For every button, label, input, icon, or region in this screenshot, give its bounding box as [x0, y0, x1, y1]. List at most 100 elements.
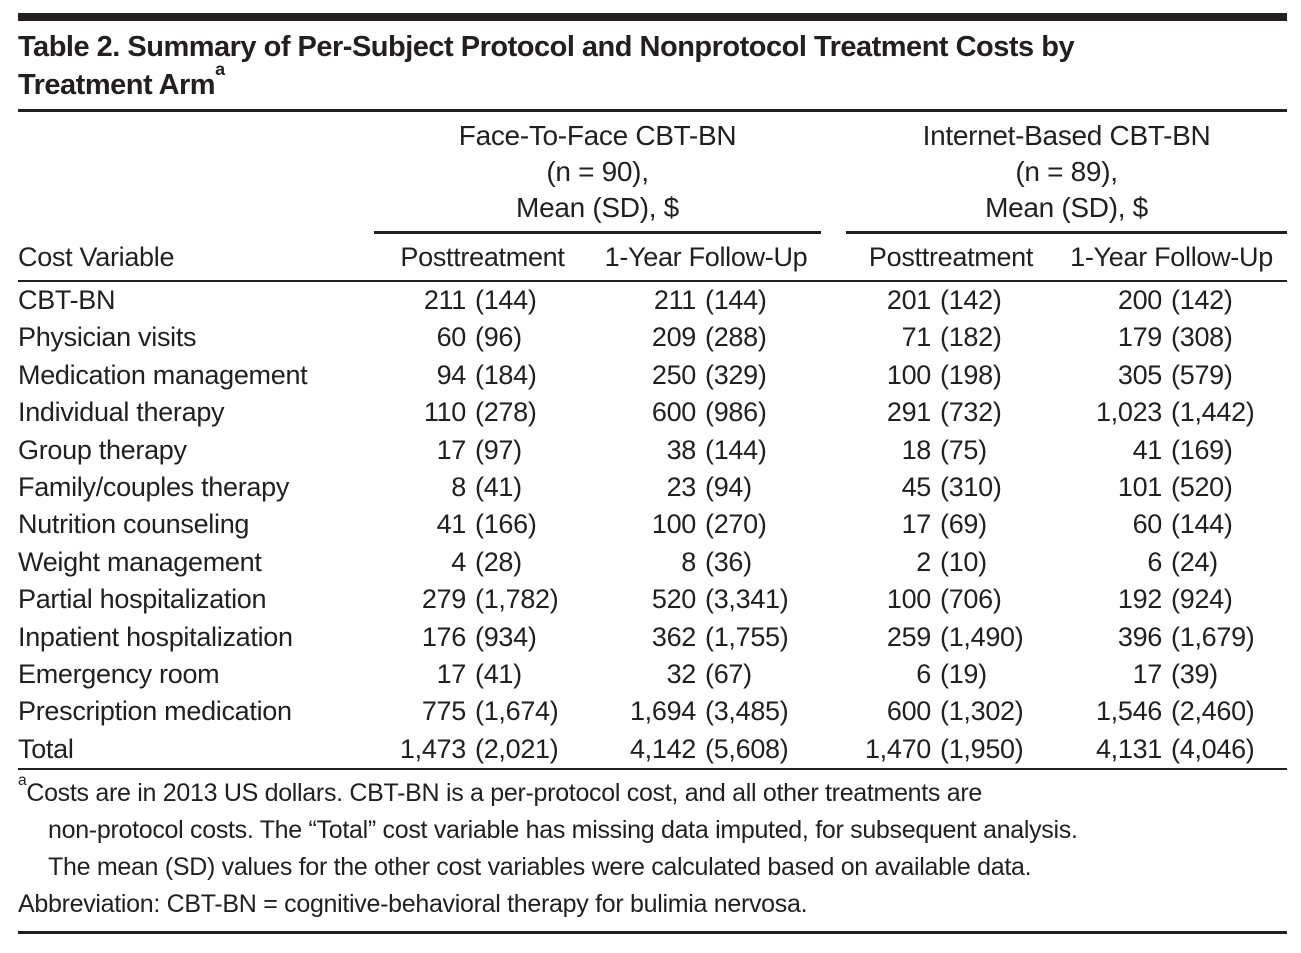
- cost-value-cell: 396 (1,679): [1056, 619, 1287, 656]
- sd-value: (579): [1171, 359, 1233, 390]
- sd-value: (144): [705, 434, 767, 465]
- sd-value: (732): [940, 397, 1002, 428]
- sd-value: (1,950): [940, 733, 1024, 764]
- cost-value-wrap: 41 (169): [1056, 432, 1287, 469]
- sd-value: (1,674): [475, 696, 559, 727]
- cost-value-wrap: 8 (36): [591, 544, 821, 581]
- cost-value-cell: 100 (270): [591, 506, 821, 543]
- sd-value: (520): [1171, 472, 1233, 503]
- mean-value: 259: [886, 621, 932, 652]
- mean-value: 94: [436, 359, 467, 390]
- sd-value: (1,302): [940, 696, 1024, 727]
- cost-value-wrap: 6 (24): [1056, 544, 1287, 581]
- cost-value-cell: 100 (198): [821, 357, 1056, 394]
- cost-value-wrap: 600 (986): [591, 394, 821, 431]
- cost-value-cell: 305 (579): [1056, 357, 1287, 394]
- table-row: Individual therapy 110 (278) 600 (986) 291 (73…: [18, 394, 1287, 431]
- cost-value-wrap: 250 (329): [591, 357, 821, 394]
- cost-value-wrap: 17 (69): [821, 506, 1056, 543]
- cost-value-wrap: 362 (1,755): [591, 619, 821, 656]
- sd-value: (184): [475, 359, 537, 390]
- group-internet-based-name: Internet-Based CBT-BN: [922, 120, 1211, 151]
- cost-value-cell: 1,023 (1,442): [1056, 394, 1287, 431]
- cost-value-cell: 4,131 (4,046): [1056, 730, 1288, 771]
- mean-value: 179: [1117, 322, 1163, 353]
- cost-value-wrap: 1,023 (1,442): [1056, 394, 1287, 431]
- sd-value: (1,782): [475, 584, 559, 615]
- cost-value-cell: 1,473 (2,021): [374, 730, 591, 771]
- group-face-to-face-name: Face-To-Face CBT-BN: [458, 120, 737, 151]
- cost-value-wrap: 192 (924): [1056, 581, 1287, 618]
- cost-value-cell: 4 (28): [374, 544, 591, 581]
- cost-value-wrap: 4,131 (4,046): [1056, 731, 1287, 768]
- sd-value: (1,442): [1171, 397, 1255, 428]
- mean-value: 41: [1132, 434, 1163, 465]
- cost-value-cell: 600 (1,302): [821, 693, 1056, 730]
- cost-value-wrap: 17 (97): [374, 432, 591, 469]
- cost-value-wrap: 600 (1,302): [821, 693, 1056, 730]
- sd-value: (96): [475, 322, 522, 353]
- cost-value-wrap: 209 (288): [591, 319, 821, 356]
- mean-value: 32: [666, 659, 697, 690]
- sd-value: (3,341): [705, 584, 789, 615]
- mean-value: 2: [916, 546, 932, 577]
- cost-value-wrap: 4 (28): [374, 544, 591, 581]
- cost-value-wrap: 6 (19): [821, 656, 1056, 693]
- mean-value: 8: [681, 546, 697, 577]
- cost-value-wrap: 279 (1,782): [374, 581, 591, 618]
- cost-value-cell: 101 (520): [1056, 469, 1287, 506]
- subheader-internet-followup: 1-Year Follow-Up: [1056, 234, 1288, 282]
- sd-value: (270): [705, 509, 767, 540]
- cost-value-cell: 201 (142): [821, 281, 1056, 319]
- cost-value-wrap: 38 (144): [591, 432, 821, 469]
- sd-value: (2,460): [1171, 696, 1255, 727]
- mean-value: 17: [436, 659, 467, 690]
- mean-value: 279: [421, 584, 466, 615]
- mean-value: 305: [1117, 359, 1163, 390]
- cost-value-wrap: 17 (41): [374, 656, 591, 693]
- table-row: Emergency room 17 (41) 32 (67) 6 (19) 17 (39): [18, 656, 1287, 693]
- mean-value: 192: [1117, 584, 1163, 615]
- mean-value: 1,546: [1095, 696, 1163, 727]
- cost-value-cell: 259 (1,490): [821, 619, 1056, 656]
- table-row: Partial hospitalization 279 (1,782) 520 (3,3…: [18, 581, 1287, 618]
- table-row: Medication management 94 (184) 250 (329) 100 (…: [18, 357, 1287, 394]
- mean-value: 396: [1117, 621, 1163, 652]
- table-row: Weight management 4 (28) 8 (36) 2 (10) 6 (24): [18, 544, 1287, 581]
- cost-variable-cell: Group therapy: [18, 434, 187, 465]
- mean-value: 100: [886, 359, 932, 390]
- cost-value-cell: 38 (144): [591, 432, 821, 469]
- sd-value: (1,490): [940, 621, 1024, 652]
- cost-value-cell: 17 (41): [374, 656, 591, 693]
- column-group-face-to-face: Face-To-Face CBT-BN (n = 90), Mean (SD),…: [374, 112, 822, 234]
- cost-value-cell: 60 (144): [1056, 506, 1287, 543]
- cost-variable-header: Cost Variable: [18, 234, 374, 282]
- cost-value-wrap: 1,473 (2,021): [374, 731, 591, 768]
- cost-value-wrap: 211 (144): [374, 282, 591, 319]
- cost-variable-cell: Partial hospitalization: [18, 584, 267, 615]
- cost-value-wrap: 100 (706): [821, 581, 1056, 618]
- sd-value: (706): [940, 584, 1002, 615]
- table-row: Prescription medication 775 (1,674) 1,694 (3…: [18, 693, 1287, 730]
- mean-value: 101: [1117, 472, 1163, 503]
- subheader-row: Cost Variable Posttreatment 1-Year Follo…: [18, 234, 1288, 282]
- sd-value: (198): [940, 359, 1002, 390]
- bottom-rule: [18, 931, 1287, 935]
- cost-variable-cell: Inpatient hospitalization: [18, 621, 293, 652]
- cost-value-cell: 100 (706): [821, 581, 1056, 618]
- cost-variable-cell: Total: [18, 730, 374, 771]
- cost-value-cell: 60 (96): [374, 319, 591, 356]
- cost-value-cell: 45 (310): [821, 469, 1056, 506]
- sd-value: (4,046): [1171, 733, 1255, 764]
- group-face-to-face-unit: Mean (SD), $: [516, 192, 679, 223]
- mean-value: 209: [651, 322, 697, 353]
- mean-value: 362: [651, 621, 697, 652]
- cost-value-wrap: 32 (67): [591, 656, 821, 693]
- sd-value: (142): [940, 285, 1002, 315]
- mean-value: 41: [436, 509, 467, 540]
- cost-value-wrap: 18 (75): [821, 432, 1056, 469]
- mean-value: 38: [666, 434, 697, 465]
- cost-value-cell: 8 (41): [374, 469, 591, 506]
- cost-value-cell: 211 (144): [591, 281, 821, 319]
- mean-value: 60: [1132, 509, 1163, 540]
